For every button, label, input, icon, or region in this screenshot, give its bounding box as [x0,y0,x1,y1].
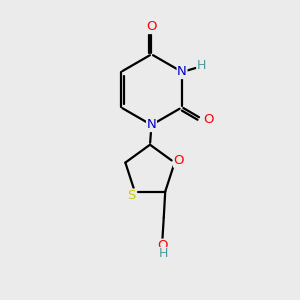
Text: N: N [147,118,156,131]
Text: O: O [203,113,214,126]
Text: N: N [177,65,187,79]
Text: H: H [159,248,168,260]
Text: S: S [127,189,135,202]
Text: H: H [197,59,206,72]
Text: O: O [157,239,167,252]
Text: O: O [173,154,184,167]
Text: O: O [146,20,157,32]
